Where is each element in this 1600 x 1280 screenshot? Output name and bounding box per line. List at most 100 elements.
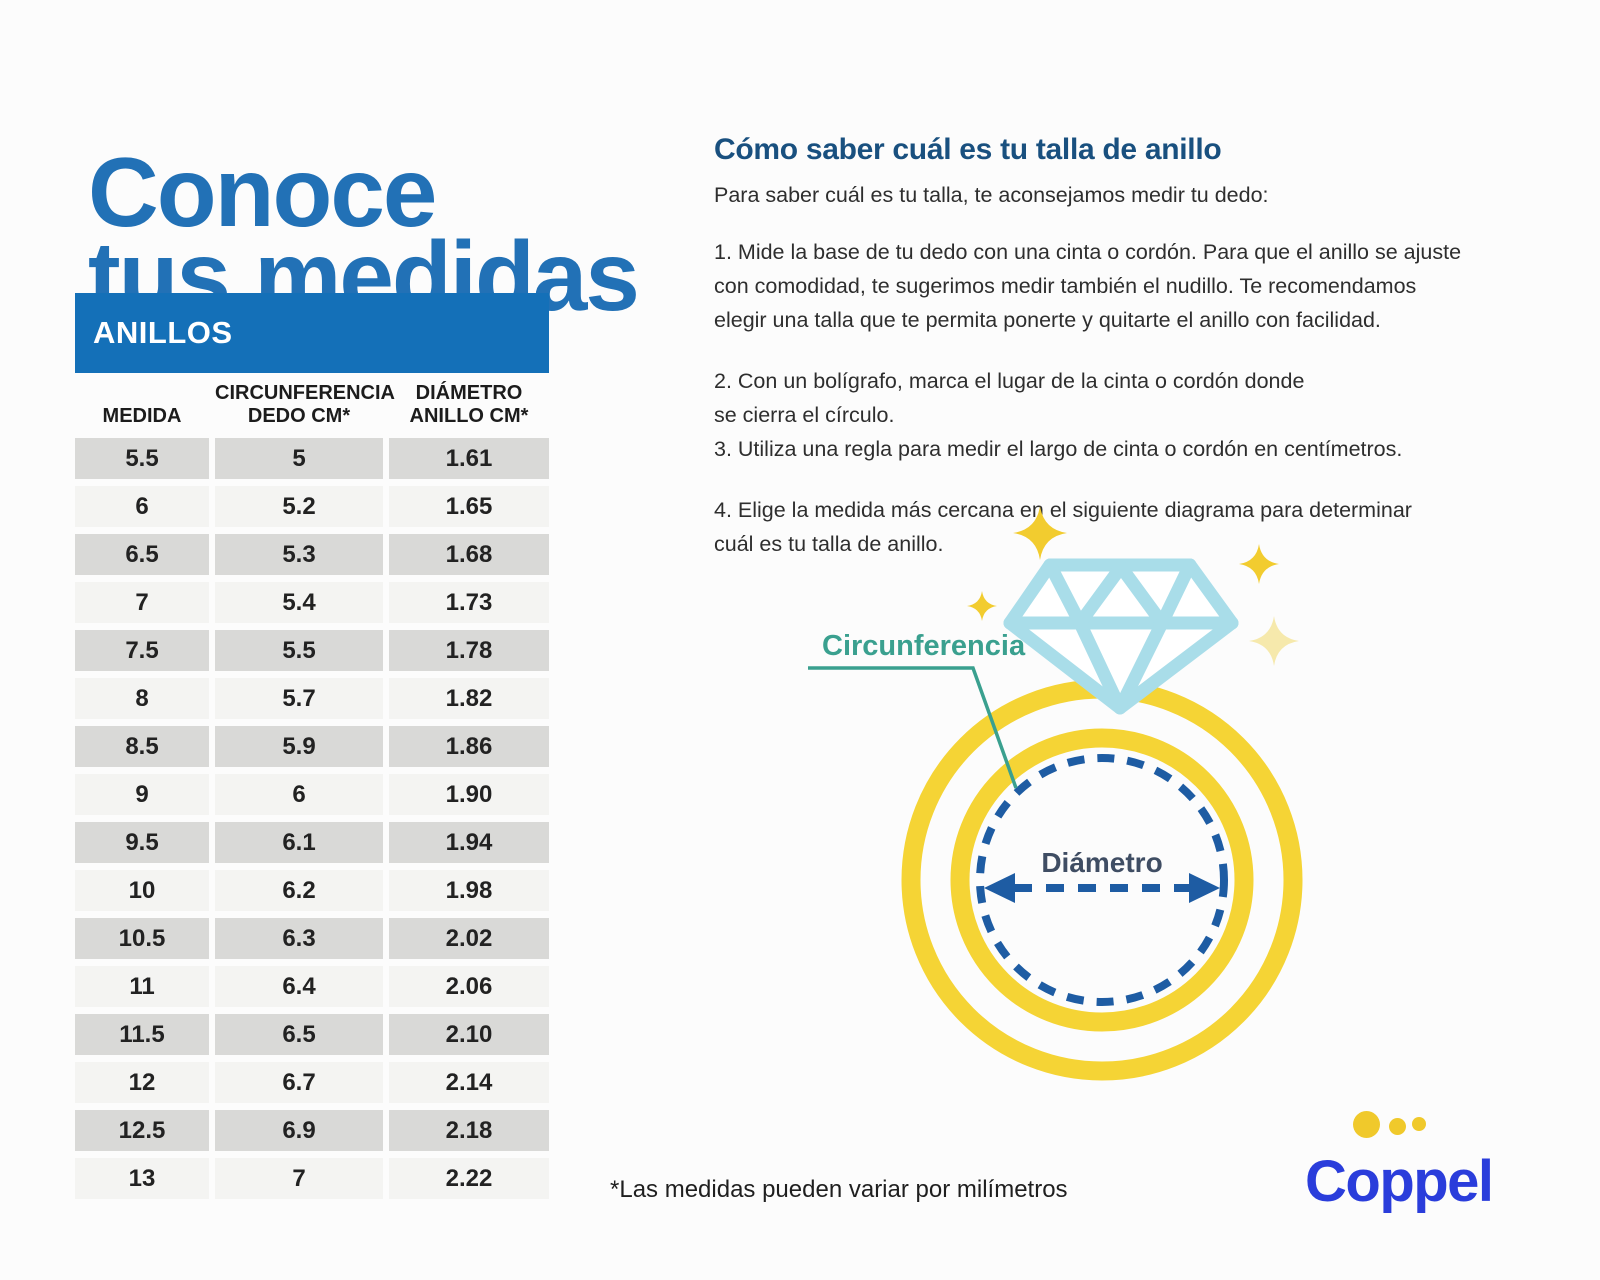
table-cell: 1.73 [389,582,549,623]
ring-diagram: Circunferencia Diámetro [808,506,1303,1081]
table-row: 9 6 1.90 [75,774,549,815]
step-2: 2. Con un bolígrafo, marca el lugar de l… [714,369,1305,427]
instructions-intro: Para saber cuál es tu talla, te aconseja… [714,183,1269,207]
table-cell: 5.9 [215,726,383,767]
diameter-label: Diámetro [1041,847,1162,878]
sparkle-icon [1249,616,1299,666]
table-row: 8.5 5.9 1.86 [75,726,549,767]
table-cell: 7 [75,582,209,623]
step-4: 4. Elige la medida más cercana en el sig… [714,498,1412,556]
rings-table-body: 5.5 5 1.61 6 5.2 1.65 6.5 5.3 1.68 7 5.4 1.73 7.5 5.5… [75,438,549,1199]
step-block-1: 1. Mide la base de tu dedo con una cinta… [714,235,1524,337]
diameter-callout: Diámetro [984,847,1220,903]
footnote: *Las medidas pueden variar por milímetro… [610,1176,1068,1203]
table-cell: 1.78 [389,630,549,671]
table-cell: 9 [75,774,209,815]
table-row: 12 6.7 2.14 [75,1062,549,1103]
diameter-arrowhead-left [984,873,1015,903]
logo-dot-icon [1353,1111,1380,1138]
step-block-2: 2. Con un bolígrafo, marca el lugar de l… [714,364,1524,466]
column-header-medida: MEDIDA [102,405,182,427]
table-cell: 11 [75,966,209,1007]
table-cell: 9.5 [75,822,209,863]
table-row: 12.5 6.9 2.18 [75,1110,549,1151]
sparkle-icons [967,506,1299,666]
sparkle-icon [1013,506,1067,560]
table-cell: 1.61 [389,438,549,479]
table-row: 11 6.4 2.06 [75,966,549,1007]
table-cell: 5.7 [215,678,383,719]
table-row: 10 6.2 1.98 [75,870,549,911]
table-cell: 6 [75,486,209,527]
table-cell: 1.90 [389,774,549,815]
rings-size-table: ANILLOS MEDIDA CIRCUNFERENCIA DEDO CM* D… [75,293,549,1199]
table-cell: 13 [75,1158,209,1199]
table-row: 9.5 6.1 1.94 [75,822,549,863]
table-cell: 7 [215,1158,383,1199]
table-cell: 2.22 [389,1158,549,1199]
table-cell: 6.9 [215,1110,383,1151]
table-cell: 10 [75,870,209,911]
sparkle-icon [1239,544,1279,584]
table-cell: 8.5 [75,726,209,767]
table-header-label: ANILLOS [93,315,233,350]
table-cell: 6.3 [215,918,383,959]
logo-dot-icon [1389,1118,1406,1135]
table-cell: 7.5 [75,630,209,671]
step-block-3: 4. Elige la medida más cercana en el sig… [714,493,1524,561]
table-cell: 8 [75,678,209,719]
table-cell: 2.14 [389,1062,549,1103]
table-row: 7 5.4 1.73 [75,582,549,623]
table-row: 10.5 6.3 2.02 [75,918,549,959]
coppel-logo-dots-icon [1305,1103,1525,1151]
table-cell: 5.2 [215,486,383,527]
coppel-logo: Coppel [1305,1103,1525,1211]
table-cell: 2.06 [389,966,549,1007]
table-cell: 1.86 [389,726,549,767]
table-row: 6.5 5.3 1.68 [75,534,549,575]
coppel-logo-text: Coppel [1305,1149,1494,1214]
table-cell: 2.02 [389,918,549,959]
logo-dot-icon [1412,1117,1426,1131]
table-column-headers: MEDIDA CIRCUNFERENCIA DEDO CM* DIÁMETRO … [75,382,549,428]
circumference-label: Circunferencia [822,630,1026,662]
instructions-heading: Cómo saber cuál es tu talla de anillo [714,133,1222,166]
step-3: 3. Utiliza una regla para medir el largo… [714,437,1403,461]
table-cell: 2.10 [389,1014,549,1055]
table-cell: 10.5 [75,918,209,959]
circumference-dashed-circle [976,754,1228,1006]
table-cell: 2.18 [389,1110,549,1151]
table-cell: 5.4 [215,582,383,623]
table-row: 6 5.2 1.65 [75,486,549,527]
column-header-diametro: DIÁMETRO ANILLO CM* [409,382,529,427]
diamond-icon [1003,558,1239,715]
table-header-bar: ANILLOS [75,293,549,373]
table-cell: 12.5 [75,1110,209,1151]
table-cell: 1.98 [389,870,549,911]
table-row: 7.5 5.5 1.78 [75,630,549,671]
sparkle-icon [967,591,997,621]
table-cell: 5 [215,438,383,479]
table-cell: 6.4 [215,966,383,1007]
table-cell: 6.1 [215,822,383,863]
table-cell: 6 [215,774,383,815]
diameter-arrowhead-right [1189,873,1220,903]
table-cell: 6.7 [215,1062,383,1103]
table-cell: 1.82 [389,678,549,719]
table-cell: 1.65 [389,486,549,527]
circumference-callout: Circunferencia [808,630,1026,789]
table-row: 5.5 5 1.61 [75,438,549,479]
table-cell: 1.94 [389,822,549,863]
table-cell: 12 [75,1062,209,1103]
table-cell: 6.2 [215,870,383,911]
table-cell: 6.5 [215,1014,383,1055]
column-header-circunferencia: CIRCUNFERENCIA DEDO CM* [215,382,395,427]
table-cell: 5.5 [215,630,383,671]
table-cell: 6.5 [75,534,209,575]
page-title-line1: Conoce [88,136,437,247]
instructions-section: Cómo saber cuál es tu talla de anillo Pa… [714,133,1524,561]
ring-band [901,679,1303,1081]
table-row: 13 7 2.22 [75,1158,549,1199]
circumference-leader-line [808,666,1018,789]
